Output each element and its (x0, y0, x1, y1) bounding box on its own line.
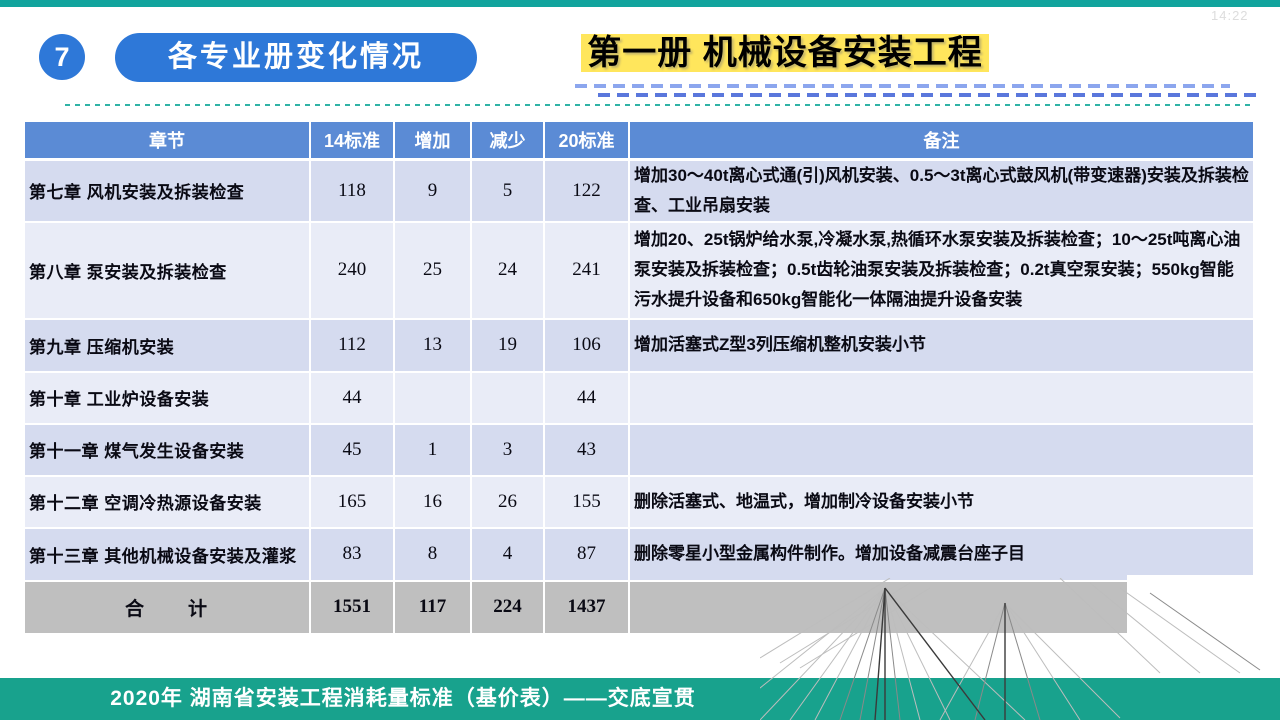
table-row: 第九章 压缩机安装 112 13 19 106 增加活塞式Z型3列压缩机整机安装… (25, 319, 1255, 373)
total-add-cell: 117 (395, 581, 472, 635)
remark-cell: 增加30～40t离心式通(引)风机安装、0.5～3t离心式鼓风机(带变速器)安装… (630, 161, 1255, 223)
reduce-cell: 3 (472, 424, 545, 477)
chapter-cell: 第九章 压缩机安装 (25, 319, 311, 373)
top-accent-bar (0, 0, 1280, 7)
reduce-cell: 4 (472, 528, 545, 582)
std14-cell: 165 (311, 476, 395, 529)
section-title-label: 各专业册变化情况 (167, 41, 424, 73)
footer-bar: 2020年 湖南省安装工程消耗量标准（基价表）——交底宣贯 (0, 678, 1280, 720)
add-cell: 16 (395, 476, 472, 529)
footer-caption: 2020年 湖南省安装工程消耗量标准（基价表）——交底宣贯 (110, 687, 696, 710)
total-label-cell: 合 计 (25, 581, 311, 635)
table-row: 第十二章 空调冷热源设备安装 165 16 26 155 删除活塞式、地温式，增… (25, 476, 1255, 529)
col-header-std20: 20标准 (545, 122, 630, 161)
std20-cell: 44 (545, 372, 630, 425)
remark-cell: 增加20、25t锅炉给水泵,冷凝水泵,热循环水泵安装及拆装检查；10～25t吨离… (630, 222, 1255, 320)
add-cell: 8 (395, 528, 472, 582)
table-row: 第八章 泵安装及拆装检查 240 25 24 241 增加20、25t锅炉给水泵… (25, 222, 1255, 320)
table-row: 第七章 风机安装及拆装检查 118 9 5 122 增加30～40t离心式通(引… (25, 161, 1255, 223)
std20-cell: 155 (545, 476, 630, 529)
reduce-cell: 26 (472, 476, 545, 529)
chapter-cell: 第十三章 其他机械设备安装及灌浆 (25, 528, 311, 582)
std20-cell: 241 (545, 222, 630, 320)
table-header-row: 章节 14标准 增加 减少 20标准 备注 (25, 122, 1255, 161)
col-header-std14: 14标准 (311, 122, 395, 161)
corner-white-cover (1127, 575, 1280, 635)
add-cell (395, 372, 472, 425)
std20-cell: 87 (545, 528, 630, 582)
section-number: 7 (54, 42, 70, 72)
decor-dashed-line-2 (598, 93, 1258, 97)
chapter-changes-table: 章节 14标准 增加 减少 20标准 备注 第七章 风机安装及拆装检查 118 … (25, 122, 1255, 635)
table-row: 第十一章 煤气发生设备安装 45 1 3 43 (25, 424, 1255, 477)
chapter-cell: 第七章 风机安装及拆装检查 (25, 161, 311, 223)
decor-dashed-line-1 (575, 84, 1230, 88)
reduce-cell (472, 372, 545, 425)
decor-dotted-line (65, 104, 1255, 106)
std14-cell: 112 (311, 319, 395, 373)
reduce-cell: 24 (472, 222, 545, 320)
add-cell: 9 (395, 161, 472, 223)
table-row: 第十章 工业炉设备安装 44 44 (25, 372, 1255, 425)
std20-cell: 122 (545, 161, 630, 223)
remark-cell: 增加活塞式Z型3列压缩机整机安装小节 (630, 319, 1255, 373)
total-std20-cell: 1437 (545, 581, 630, 635)
reduce-cell: 19 (472, 319, 545, 373)
std14-cell: 45 (311, 424, 395, 477)
building-lineart-graphic (760, 578, 1261, 720)
chapter-cell: 第十二章 空调冷热源设备安装 (25, 476, 311, 529)
page-title-text: 第一册 机械设备安装工程 (581, 34, 989, 72)
col-header-add: 增加 (395, 122, 472, 161)
slide-clock: 14:22 (1211, 8, 1249, 23)
reduce-cell: 5 (472, 161, 545, 223)
remark-cell: 删除活塞式、地温式，增加制冷设备安装小节 (630, 476, 1255, 529)
col-header-chapter: 章节 (25, 122, 311, 161)
chapter-cell: 第十章 工业炉设备安装 (25, 372, 311, 425)
chapter-cell: 第八章 泵安装及拆装检查 (25, 222, 311, 320)
page-title: 第一册 机械设备安装工程 (555, 34, 1015, 72)
add-cell: 1 (395, 424, 472, 477)
remark-cell (630, 372, 1255, 425)
std14-cell: 44 (311, 372, 395, 425)
std14-cell: 83 (311, 528, 395, 582)
std20-cell: 43 (545, 424, 630, 477)
total-std14-cell: 1551 (311, 581, 395, 635)
section-title-pill: 各专业册变化情况 (115, 33, 477, 82)
col-header-reduce: 减少 (472, 122, 545, 161)
std14-cell: 240 (311, 222, 395, 320)
add-cell: 25 (395, 222, 472, 320)
section-number-badge: 7 (39, 34, 85, 80)
std20-cell: 106 (545, 319, 630, 373)
remark-cell (630, 424, 1255, 477)
remark-cell: 删除零星小型金属构件制作。增加设备减震台座子目 (630, 528, 1255, 582)
add-cell: 13 (395, 319, 472, 373)
total-reduce-cell: 224 (472, 581, 545, 635)
col-header-remark: 备注 (630, 122, 1255, 161)
std14-cell: 118 (311, 161, 395, 223)
chapter-cell: 第十一章 煤气发生设备安装 (25, 424, 311, 477)
table-row: 第十三章 其他机械设备安装及灌浆 83 8 4 87 删除零星小型金属构件制作。… (25, 528, 1255, 582)
